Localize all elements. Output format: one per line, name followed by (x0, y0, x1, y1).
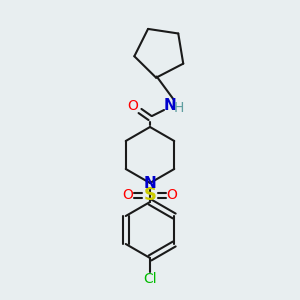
Text: O: O (128, 99, 138, 113)
Text: Cl: Cl (143, 272, 157, 286)
Text: O: O (167, 188, 177, 202)
Text: N: N (144, 176, 156, 190)
Text: H: H (174, 101, 184, 115)
Text: N: N (164, 98, 176, 113)
Text: O: O (123, 188, 134, 202)
Text: S: S (143, 186, 157, 204)
